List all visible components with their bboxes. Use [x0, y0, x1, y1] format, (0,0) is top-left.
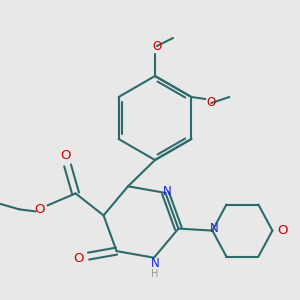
Text: N: N	[210, 222, 219, 235]
Text: N: N	[151, 257, 159, 270]
Text: H: H	[151, 269, 159, 279]
Text: O: O	[34, 203, 45, 216]
Text: N: N	[163, 185, 172, 198]
Text: O: O	[60, 149, 71, 162]
Text: O: O	[277, 224, 288, 237]
Text: O: O	[73, 252, 84, 265]
Text: O: O	[152, 40, 162, 52]
Text: O: O	[207, 97, 216, 110]
